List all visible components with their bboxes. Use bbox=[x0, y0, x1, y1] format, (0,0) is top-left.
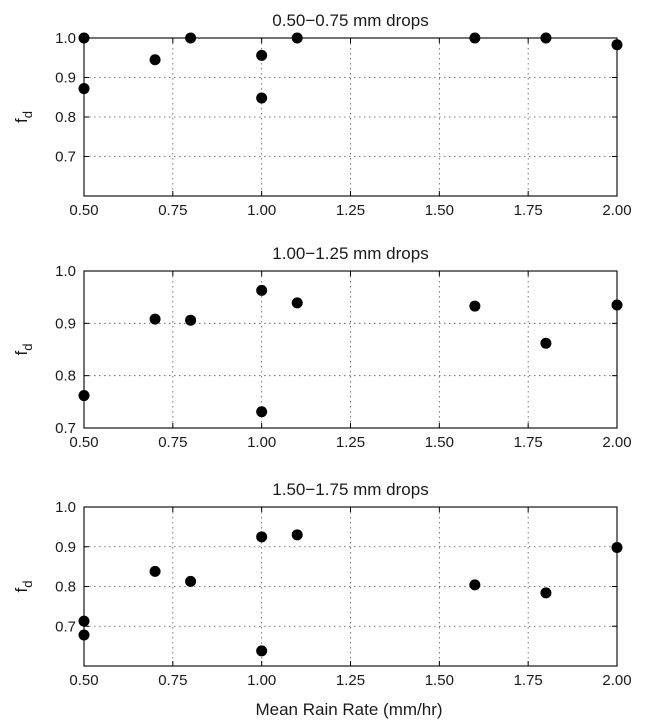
y-axis-label: fd bbox=[12, 344, 35, 356]
data-point bbox=[185, 314, 197, 326]
data-point bbox=[611, 39, 623, 51]
scatter-panel-2: 0.50 0.75 1.00 1.25 1.50 1.75 2.00 0.7 0.8 0.9 1.0… bbox=[12, 244, 632, 451]
panel-title: 0.50−0.75 mm drops bbox=[272, 11, 428, 30]
data-point bbox=[185, 32, 197, 44]
y-tick-label: 0.9 bbox=[55, 70, 76, 87]
y-tick-label: 0.8 bbox=[55, 579, 76, 596]
x-tick-label: 0.50 bbox=[69, 672, 98, 689]
x-tick-label: 1.00 bbox=[247, 434, 276, 451]
y-tick-label: 0.9 bbox=[55, 539, 76, 556]
data-point bbox=[149, 565, 161, 577]
data-point bbox=[469, 300, 481, 312]
data-point bbox=[256, 284, 268, 296]
data-point bbox=[256, 406, 268, 418]
y-tick-label: 0.7 bbox=[55, 420, 76, 437]
y-tick-label: 0.7 bbox=[55, 149, 76, 166]
scatter-panel-3: 0.50 0.75 1.00 1.25 1.50 1.75 2.00 0.7 0.8 0.9 1.0… bbox=[12, 480, 632, 689]
x-tick-label: 1.00 bbox=[247, 672, 276, 689]
y-tick-label: 0.9 bbox=[55, 315, 76, 332]
x-tick-label: 1.25 bbox=[336, 202, 365, 219]
data-point bbox=[469, 32, 481, 44]
data-point bbox=[256, 531, 268, 543]
data-point bbox=[78, 32, 90, 44]
x-tick-label: 0.75 bbox=[158, 672, 187, 689]
data-point bbox=[149, 54, 161, 66]
data-point bbox=[256, 49, 268, 61]
data-point bbox=[78, 629, 90, 641]
y-tick-label: 0.8 bbox=[55, 368, 76, 385]
y-tick-label: 1.0 bbox=[55, 30, 76, 47]
x-tick-label: 0.50 bbox=[69, 434, 98, 451]
plot-frame bbox=[83, 270, 618, 429]
data-point bbox=[291, 297, 303, 309]
data-point bbox=[78, 615, 90, 627]
y-axis-label: fd bbox=[12, 581, 35, 593]
data-point bbox=[540, 587, 552, 599]
x-tick-label: 1.75 bbox=[514, 434, 543, 451]
data-point bbox=[611, 542, 623, 554]
x-tick-label: 1.50 bbox=[425, 202, 454, 219]
x-tick-label: 0.75 bbox=[158, 434, 187, 451]
data-point bbox=[291, 32, 303, 44]
y-tick-label: 1.0 bbox=[55, 499, 76, 516]
scatter-panel-1: 0.50 0.75 1.00 1.25 1.50 1.75 2.00 0.7 0.8 0.9 1.0… bbox=[12, 11, 632, 219]
x-tick-label: 2.00 bbox=[602, 202, 631, 219]
data-point bbox=[291, 529, 303, 541]
x-tick-label: 2.00 bbox=[602, 672, 631, 689]
data-point bbox=[78, 83, 90, 95]
panel-title: 1.50−1.75 mm drops bbox=[272, 480, 428, 499]
data-point bbox=[469, 579, 481, 591]
data-point bbox=[185, 575, 197, 587]
y-axis-label: fd bbox=[12, 111, 35, 123]
x-axis-label: Mean Rain Rate (mm/hr) bbox=[255, 700, 442, 719]
x-tick-label: 2.00 bbox=[602, 434, 631, 451]
x-tick-label: 1.25 bbox=[336, 672, 365, 689]
x-tick-label: 1.50 bbox=[425, 672, 454, 689]
data-point bbox=[78, 390, 90, 402]
y-tick-label: 0.7 bbox=[55, 618, 76, 635]
y-tick-label: 0.8 bbox=[55, 109, 76, 126]
x-tick-label: 1.75 bbox=[514, 672, 543, 689]
y-tick-label: 1.0 bbox=[55, 263, 76, 280]
x-tick-label: 1.50 bbox=[425, 434, 454, 451]
panel-title: 1.00−1.25 mm drops bbox=[272, 244, 428, 263]
x-tick-label: 1.75 bbox=[514, 202, 543, 219]
data-point bbox=[149, 313, 161, 325]
data-point bbox=[540, 337, 552, 349]
data-point bbox=[540, 32, 552, 44]
x-tick-label: 1.25 bbox=[336, 434, 365, 451]
data-point bbox=[611, 299, 623, 311]
x-tick-label: 1.00 bbox=[247, 202, 276, 219]
data-point bbox=[256, 645, 268, 657]
x-tick-label: 0.50 bbox=[69, 202, 98, 219]
x-tick-label: 0.75 bbox=[158, 202, 187, 219]
data-point bbox=[256, 92, 268, 104]
